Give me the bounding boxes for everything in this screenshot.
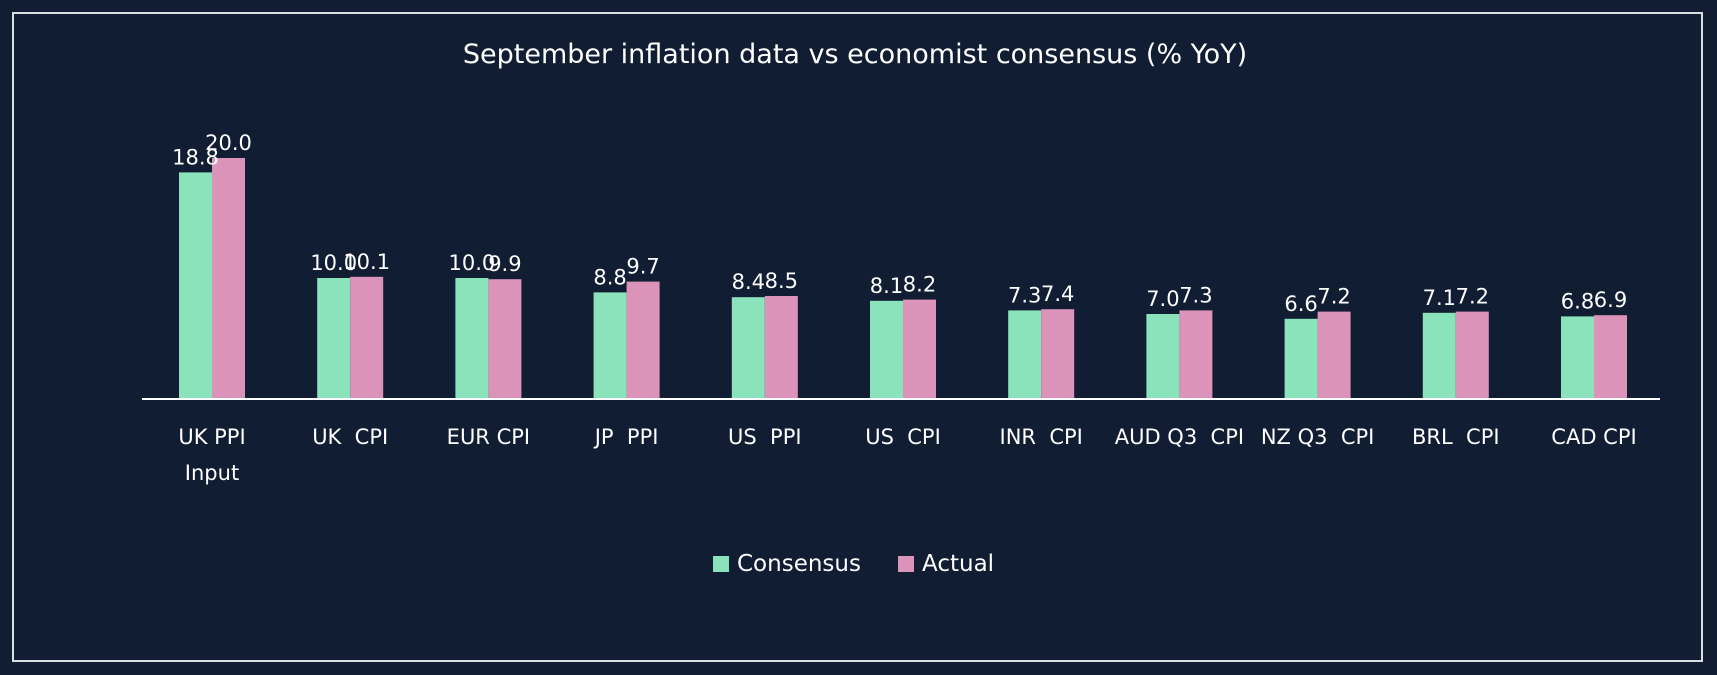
legend-swatch-consensus — [713, 556, 729, 572]
data-label-actual-inr-cpi: 7.4 — [1041, 282, 1074, 306]
bar-actual-uk-cpi — [350, 276, 384, 398]
bar-consensus-aud-q3-cpi — [1146, 314, 1180, 398]
bar-consensus-jp-ppi — [593, 292, 627, 398]
bars-group — [179, 158, 1627, 398]
data-label-actual-nz-q3-cpi: 7.2 — [1317, 285, 1350, 309]
data-label-consensus-aud-q3-cpi: 7.0 — [1146, 287, 1179, 311]
data-label-actual-brl-cpi: 7.2 — [1456, 285, 1489, 309]
data-label-consensus-eur-cpi: 10.0 — [449, 251, 496, 275]
legend-swatch-actual — [898, 556, 914, 572]
category-label-us-ppi: US PPI — [728, 425, 802, 449]
bar-consensus-uk-ppi-input — [179, 172, 212, 398]
data-label-consensus-us-ppi: 8.4 — [732, 270, 765, 294]
bar-actual-uk-ppi-input — [212, 158, 245, 398]
bar-actual-inr-cpi — [1041, 309, 1075, 398]
data-label-consensus-inr-cpi: 7.3 — [1008, 283, 1041, 307]
data-label-actual-jp-ppi: 9.7 — [626, 255, 659, 279]
value-labels-group: 18.820.010.010.1 10.09.98.8 9.78.4 8.5 8.1 8.… — [172, 131, 1627, 316]
category-label-uk-ppi-input-line-1: UK PPI — [178, 425, 245, 449]
data-label-actual-us-ppi: 8.5 — [765, 269, 798, 293]
category-label-cad-cpi: CAD CPI — [1551, 425, 1636, 449]
category-label-jp-ppi: JP PPI — [593, 425, 659, 449]
bar-actual-aud-q3-cpi — [1179, 310, 1213, 398]
bar-actual-nz-q3-cpi — [1317, 311, 1351, 398]
chart-frame — [12, 12, 1703, 662]
category-label-aud-q3-cpi: AUD Q3 CPI — [1115, 425, 1244, 449]
bar-actual-brl-cpi — [1455, 311, 1489, 398]
legend-label-consensus: Consensus — [737, 551, 861, 577]
bar-actual-cad-cpi — [1594, 315, 1627, 398]
bar-actual-us-ppi — [764, 296, 798, 398]
data-label-actual-aud-q3-cpi: 7.3 — [1179, 283, 1212, 307]
category-label-uk-cpi: UK CPI — [312, 425, 388, 449]
data-label-consensus-uk-cpi: 10.0 — [310, 251, 357, 275]
bar-actual-us-cpi — [903, 299, 936, 398]
data-label-actual-eur-cpi: 9.9 — [488, 252, 521, 276]
bar-consensus-uk-cpi — [317, 278, 351, 398]
chart-title: September inflation data vs economist co… — [463, 39, 1247, 70]
category-label-eur-cpi: EUR CPI — [447, 425, 530, 449]
data-label-consensus-uk-ppi-input: 18.8 — [172, 145, 219, 169]
data-label-actual-cad-cpi: 6.9 — [1594, 288, 1627, 312]
data-label-actual-us-cpi: 8.2 — [903, 273, 936, 297]
bar-consensus-brl-cpi — [1422, 312, 1456, 398]
bar-consensus-inr-cpi — [1008, 310, 1042, 398]
category-label-uk-ppi-input-line-2: Input — [185, 461, 239, 485]
bar-consensus-us-cpi — [870, 300, 903, 398]
data-label-actual-uk-ppi-input: 20.0 — [205, 131, 252, 155]
bar-consensus-cad-cpi — [1561, 316, 1594, 398]
data-label-actual-uk-cpi: 10.1 — [343, 250, 390, 274]
bar-consensus-us-ppi — [731, 297, 765, 398]
legend-label-actual: Actual — [922, 551, 994, 577]
bar-consensus-nz-q3-cpi — [1284, 318, 1318, 398]
data-label-consensus-nz-q3-cpi: 6.6 — [1284, 292, 1317, 316]
data-label-consensus-us-cpi: 8.1 — [870, 274, 903, 298]
data-label-consensus-jp-ppi: 8.8 — [593, 265, 626, 289]
category-label-nz-q3-cpi: NZ Q3 CPI — [1261, 425, 1375, 449]
data-label-consensus-cad-cpi: 6.8 — [1561, 289, 1594, 313]
bar-actual-eur-cpi — [488, 279, 522, 398]
category-label-us-cpi: US CPI — [865, 425, 941, 449]
bar-actual-jp-ppi — [626, 281, 660, 398]
bar-consensus-eur-cpi — [455, 278, 489, 398]
data-label-consensus-brl-cpi: 7.1 — [1423, 286, 1456, 310]
legend: Consensus Actual — [713, 551, 994, 577]
category-label-inr-cpi: INR CPI — [1000, 425, 1083, 449]
category-label-brl-cpi: BRL CPI — [1412, 425, 1500, 449]
category-labels-group: UK PPI Input UK CPI EUR CPI JP PPI US PPI US C… — [178, 425, 1636, 485]
